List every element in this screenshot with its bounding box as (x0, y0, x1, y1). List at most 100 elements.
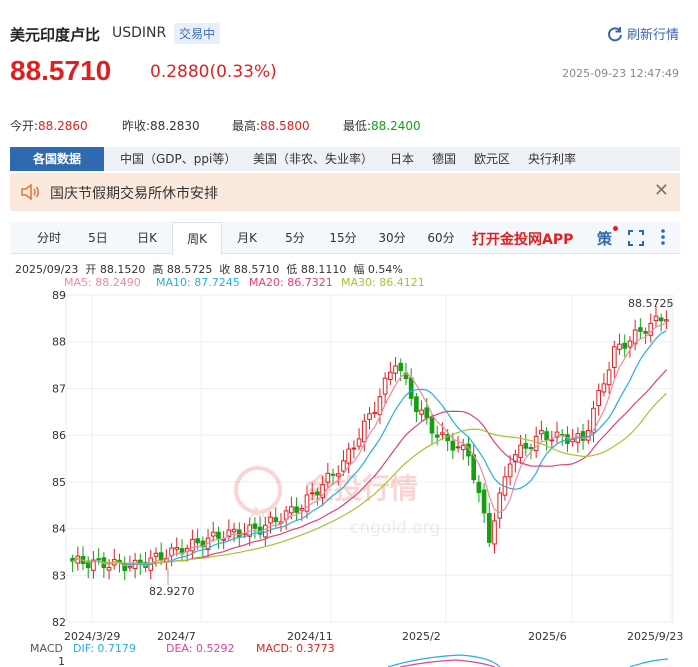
close-icon[interactable]: ✕ (653, 180, 669, 201)
more-icon[interactable] (660, 228, 666, 246)
candle-body (554, 431, 560, 438)
y-tick-label: 88 (52, 336, 66, 349)
candle-body (268, 516, 273, 524)
ohlc-close-label: 收 (219, 263, 231, 276)
stat-low-value: 88.2400 (371, 119, 421, 133)
candle-body (513, 454, 518, 463)
candle-body (429, 417, 435, 434)
x-tick-label: 2024/3/29 (64, 630, 120, 643)
period-15min[interactable]: 15分 (329, 231, 357, 245)
strategy-button[interactable]: 策 (597, 230, 613, 248)
ohlc-low: 88.1110 (300, 263, 347, 276)
candle-body (523, 443, 529, 449)
candle-body (361, 420, 367, 443)
candle-body (398, 362, 404, 371)
candle-body (549, 439, 555, 442)
ma-lines (72, 322, 667, 567)
candle-body (85, 560, 91, 569)
candle-body (304, 494, 310, 512)
candle-body (507, 463, 513, 478)
notification-dot (613, 226, 618, 231)
candle-body (231, 528, 237, 533)
candle-body (226, 529, 232, 538)
candle-body (382, 377, 388, 395)
candle-body (606, 369, 612, 386)
x-axis: 2024/3/29 2024/7 2024/11 2025/2 2025/6 2025/9… (64, 630, 683, 643)
ohlc-open-label: 开 (85, 263, 97, 276)
tab-eurozone[interactable]: 欧元区 (474, 152, 511, 166)
refresh-button[interactable]: 刷新行情 (607, 24, 679, 43)
candle-body (330, 473, 336, 476)
ohlc-amp: 0.54% (367, 263, 403, 276)
candle-body (153, 552, 159, 557)
candle-body (106, 566, 112, 571)
candle-body (658, 317, 664, 322)
tab-china[interactable]: 中国（GDP、ppi等） (120, 152, 237, 166)
candle-body (497, 492, 503, 519)
data-tabs-bar: 各国数据 中国（GDP、ppi等） 美国（非农、失业率） 日本 德国 欧元区 央… (10, 147, 680, 171)
fullscreen-icon[interactable] (628, 230, 644, 246)
notice-text: 国庆节假期交易所休市安排 (50, 186, 218, 202)
candle-body (367, 413, 372, 420)
candle-body (210, 531, 216, 537)
period-60min[interactable]: 60分 (427, 231, 455, 245)
candle-body (643, 331, 648, 334)
candle-body (315, 491, 320, 496)
x-tick-label: 2025/9/23 (627, 630, 683, 643)
candle-body (424, 407, 430, 419)
candle-body (481, 489, 487, 514)
candle-body (372, 411, 378, 414)
candle-body (346, 448, 351, 464)
macd-dea-line (399, 659, 496, 667)
candle-body (335, 473, 341, 477)
x-tick-label: 2024/7 (157, 630, 196, 643)
period-intraday[interactable]: 分时 (36, 231, 61, 245)
period-5min[interactable]: 5分 (285, 231, 305, 245)
candle-body (127, 565, 133, 569)
period-weekly-k[interactable]: 周K (172, 222, 222, 255)
candle-body (122, 563, 128, 572)
candle-body (627, 340, 633, 348)
ma5-line (72, 322, 667, 567)
candle-body (664, 319, 669, 322)
macd-dif: DIF: 0.7179 (73, 642, 136, 655)
legend-ma20: MA20: 86.7321 (249, 276, 333, 289)
stat-prev-value: 88.2830 (150, 119, 200, 133)
candle-body (611, 346, 617, 368)
candle-body (434, 434, 440, 438)
candle-body (158, 552, 164, 560)
candle-body (638, 327, 643, 332)
macd-dif-line-recent (629, 658, 669, 667)
tab-japan[interactable]: 日本 (390, 152, 415, 166)
period-monthly-k[interactable]: 月K (237, 231, 257, 245)
ohlc-high-label: 高 (152, 263, 164, 276)
min-price-label: 82.9270 (149, 585, 195, 598)
candle-body (591, 407, 596, 434)
period-5day[interactable]: 5日 (88, 231, 108, 245)
period-daily-k[interactable]: 日K (137, 231, 157, 245)
speaker-icon (21, 183, 40, 201)
instrument-title: 美元印度卢比 (10, 26, 101, 44)
holiday-notice[interactable]: 国庆节假期交易所休市安排 ✕ (10, 173, 680, 211)
candle-body (419, 409, 424, 415)
candle-body (309, 492, 315, 495)
candle-body (450, 440, 456, 451)
candle-body (528, 447, 534, 450)
candle-body (414, 396, 419, 412)
candles (70, 306, 669, 581)
tab-central-bank-rate[interactable]: 央行利率 (528, 152, 577, 166)
candle-body (91, 559, 96, 571)
stat-open-value: 88.2860 (38, 119, 88, 133)
open-app-link[interactable]: 打开金投网APP (472, 232, 574, 248)
tab-countries-data[interactable]: 各国数据 (10, 147, 104, 171)
status-badge: 交易中 (174, 23, 221, 44)
timestamp: 2025-09-23 12:47:49 (562, 67, 679, 80)
y-tick-label: 83 (52, 569, 66, 582)
tab-germany[interactable]: 德国 (432, 152, 457, 166)
candle-body (195, 538, 200, 544)
tab-usa[interactable]: 美国（非农、失业率） (253, 152, 374, 166)
candle-body (492, 520, 497, 545)
period-30min[interactable]: 30分 (378, 231, 406, 245)
candle-body (617, 343, 622, 350)
